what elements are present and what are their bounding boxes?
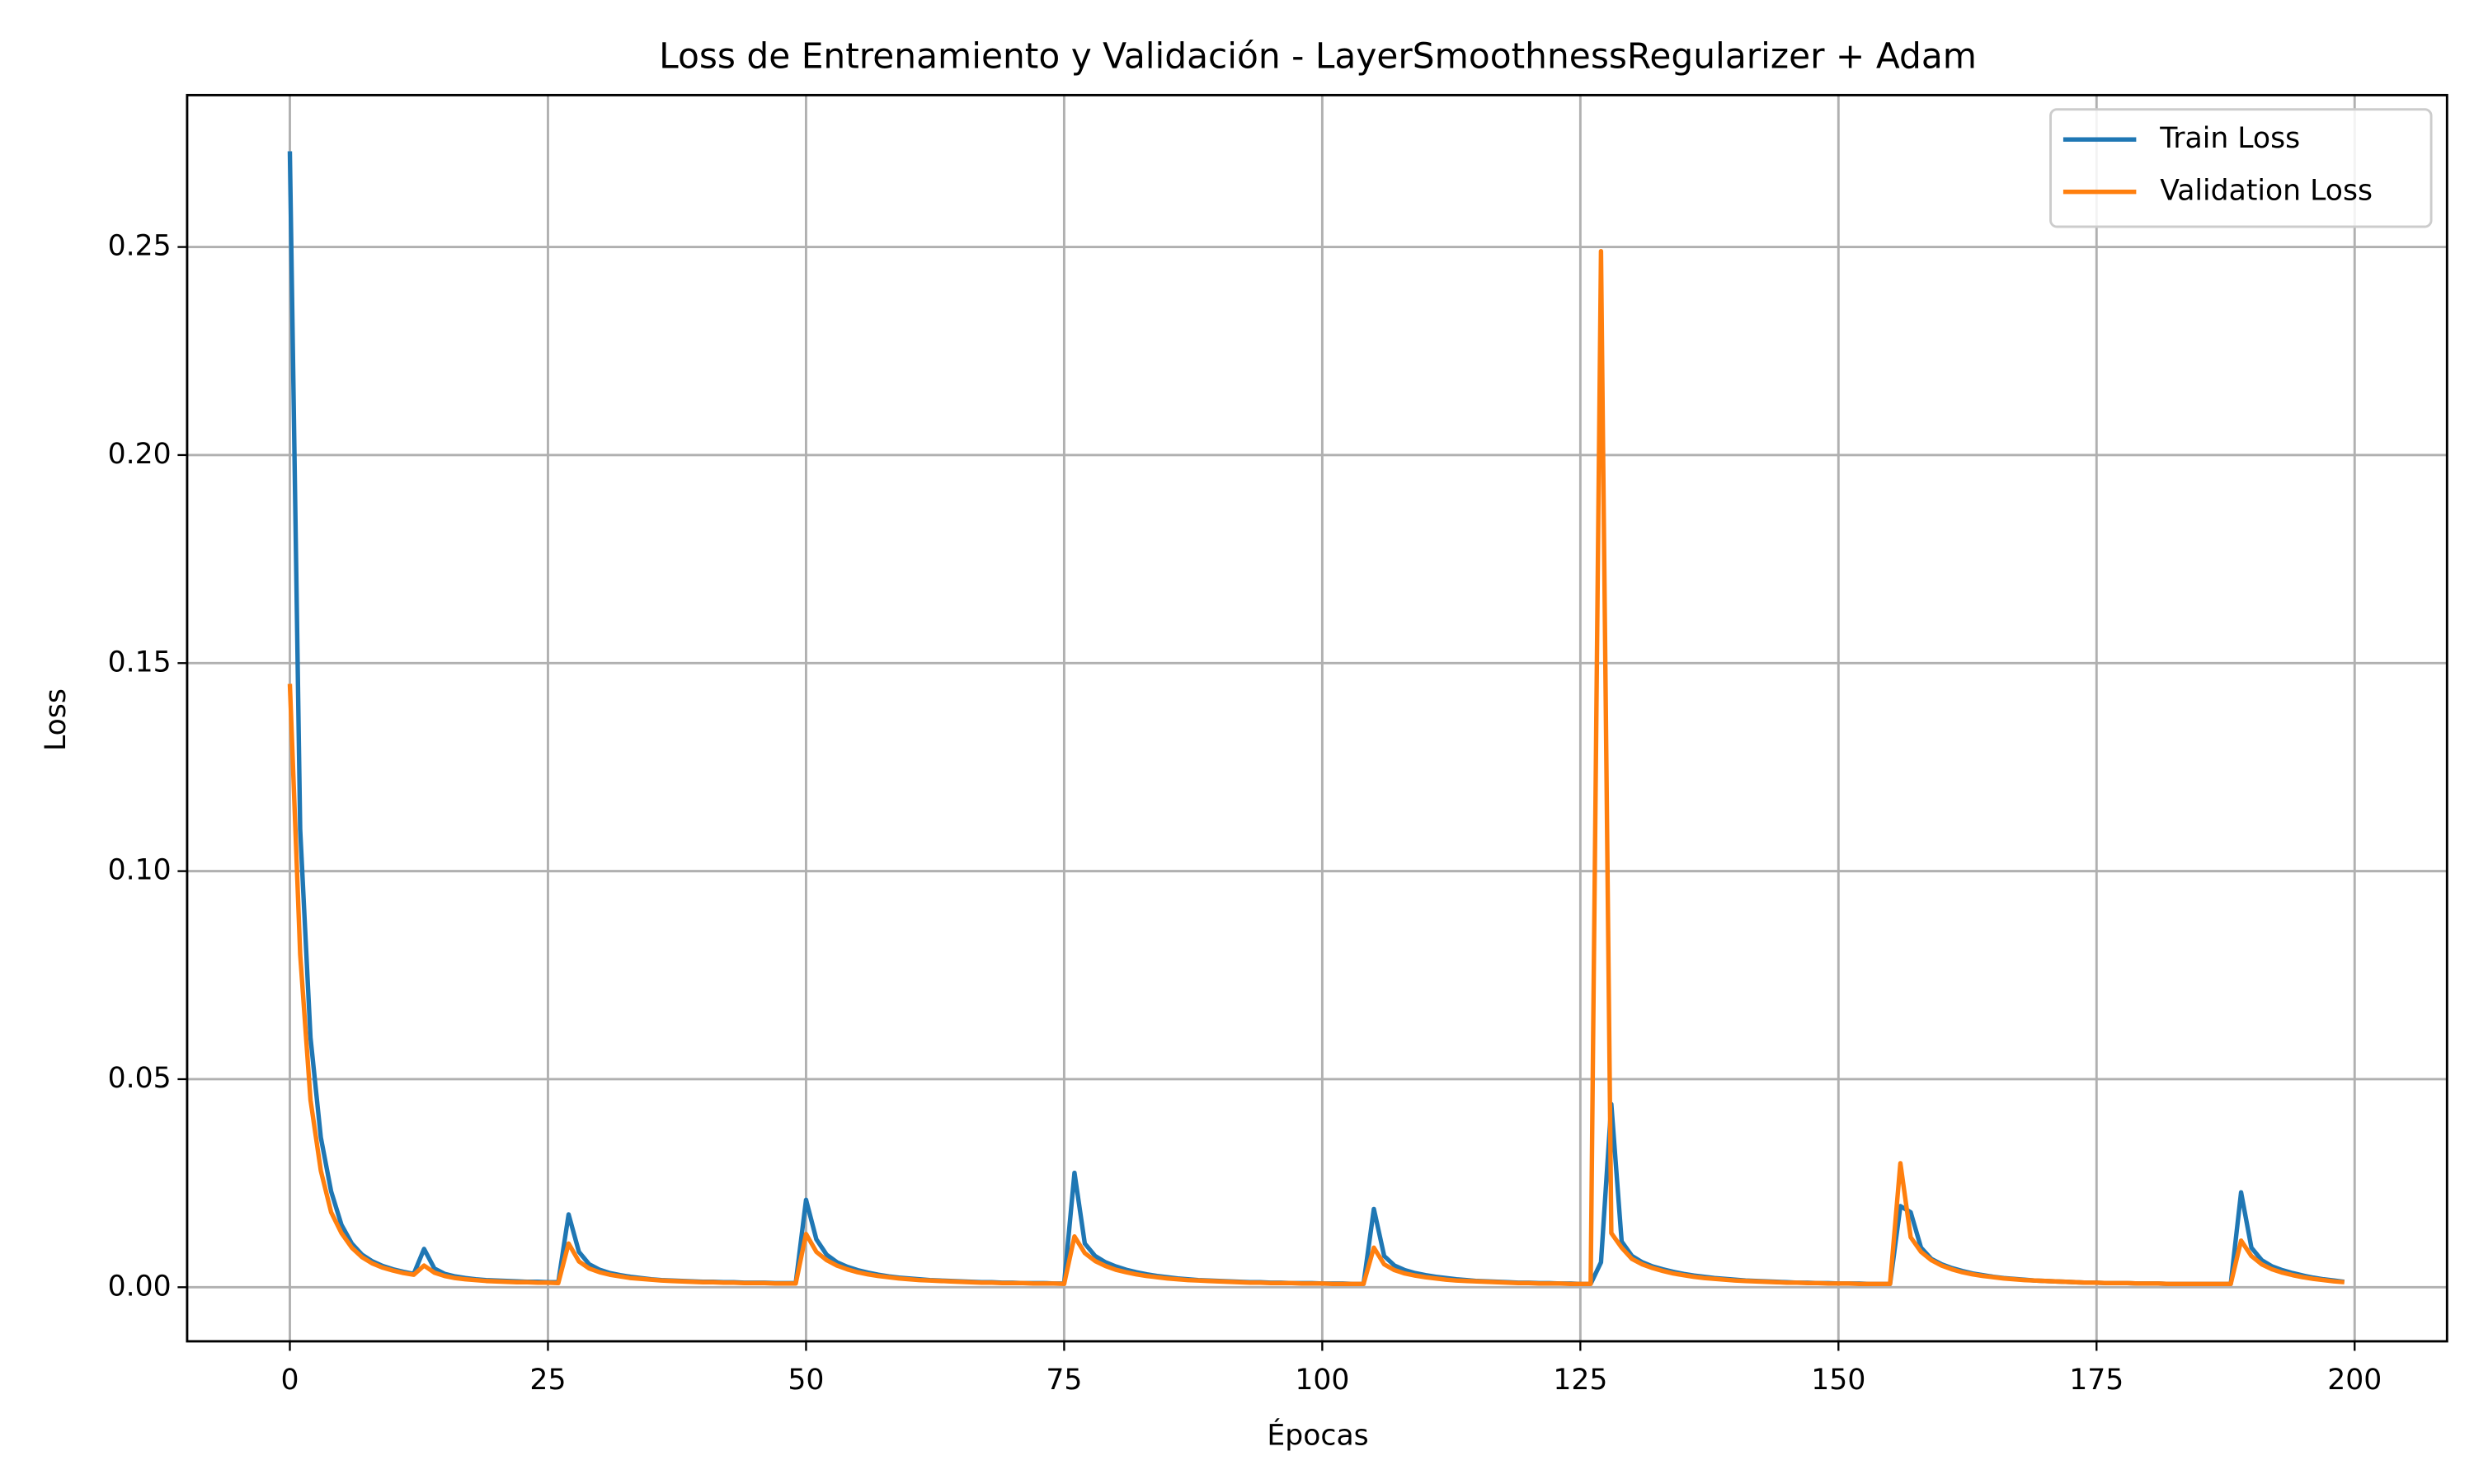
x-tick-label: 25 <box>529 1364 566 1397</box>
y-tick-label: 0.10 <box>108 854 172 887</box>
legend-box <box>2049 108 2433 228</box>
x-tick-label: 75 <box>1046 1364 1082 1397</box>
x-tick-label: 125 <box>1553 1364 1607 1397</box>
x-tick-label: 200 <box>2327 1364 2382 1397</box>
x-axis-label: Épocas <box>1267 1417 1368 1452</box>
y-tick-label: 0.20 <box>108 438 172 471</box>
y-axis-label: Loss <box>40 688 73 751</box>
x-tick-label: 175 <box>2069 1364 2124 1397</box>
legend-label: Validation Loss <box>2160 175 2373 208</box>
y-tick-label: 0.00 <box>108 1270 172 1303</box>
x-tick-label: 0 <box>280 1364 299 1397</box>
series-line <box>287 248 2345 1286</box>
legend-label: Train Loss <box>2159 122 2300 155</box>
x-tick-label: 50 <box>788 1364 824 1397</box>
x-tick-label: 100 <box>1295 1364 1349 1397</box>
y-tick-label: 0.15 <box>108 646 172 679</box>
y-tick-label: 0.25 <box>108 230 172 263</box>
y-tick-label: 0.05 <box>108 1062 172 1095</box>
plot-frame <box>186 93 2448 1343</box>
chart-title: Loss de Entrenamiento y Validación - Lay… <box>659 36 1977 77</box>
x-tick-label: 150 <box>1811 1364 1865 1397</box>
